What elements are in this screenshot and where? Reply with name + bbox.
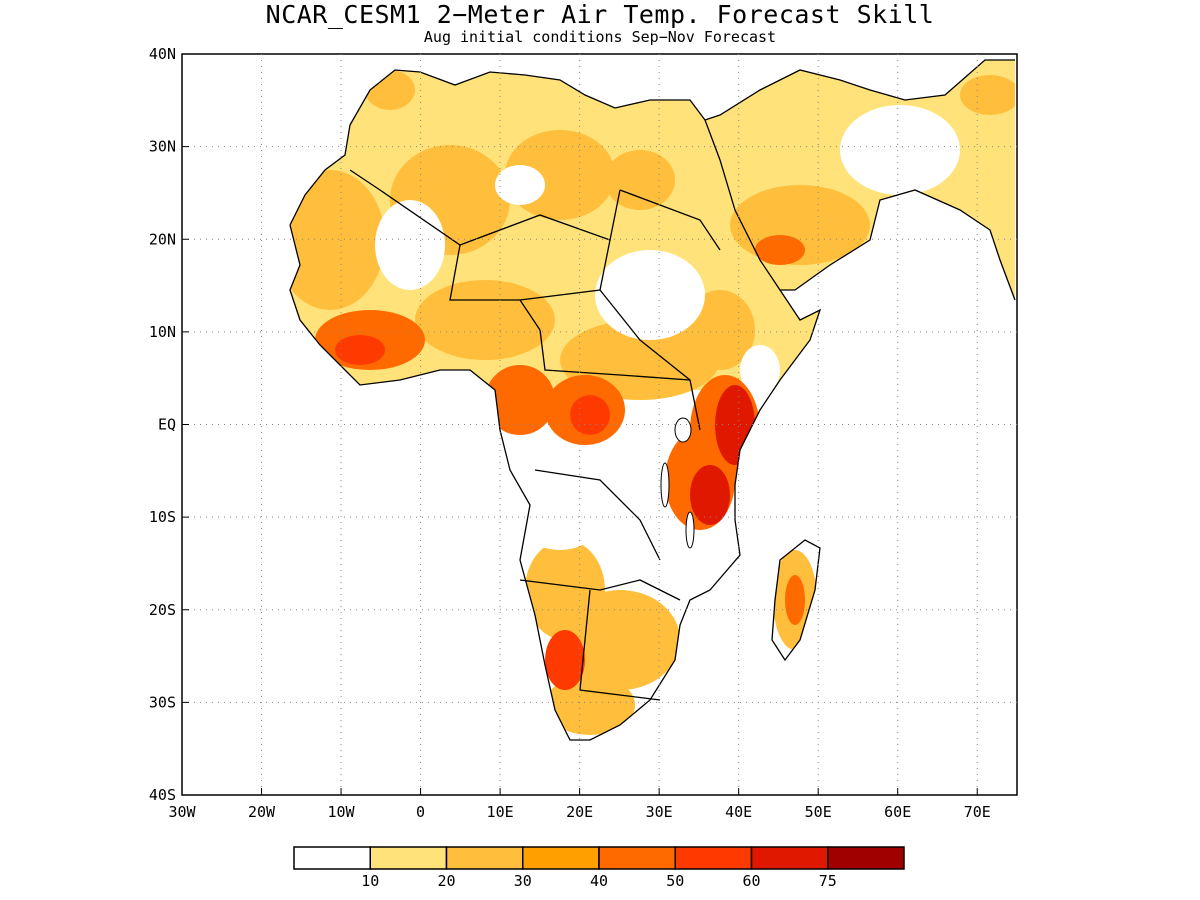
map-subtitle: Aug initial conditions Sep−Nov Forecast — [423, 28, 777, 46]
x-tick-label: 20E — [566, 803, 593, 821]
colorbar-label: 60 — [742, 872, 760, 890]
y-tick-label: 30N — [149, 138, 176, 156]
y-tick-label: 40N — [149, 45, 176, 63]
colorbar-swatch — [827, 846, 905, 870]
y-tick-label: 10S — [149, 508, 176, 526]
colorbar-label: 40 — [590, 872, 608, 890]
x-tick-label: 50E — [805, 803, 832, 821]
x-tick-label: 30E — [646, 803, 673, 821]
skill-shading — [290, 60, 1015, 735]
map-title: NCAR_CESM1 2−Meter Air Temp. Forecast Sk… — [265, 0, 935, 29]
colorbar-swatch — [750, 846, 829, 870]
colorbar-label: 75 — [819, 872, 837, 890]
x-tick-label: 40E — [725, 803, 752, 821]
colorbar-swatch — [522, 846, 600, 870]
x-tick-label: 10W — [328, 803, 356, 821]
colorbar-label: 10 — [361, 872, 379, 890]
x-axis: 30W 20W 10W 0 10E 20E 30E 40E 50E 60E 70E — [168, 788, 991, 821]
colorbar-swatch — [369, 846, 448, 870]
y-tick-label: 20N — [149, 230, 176, 248]
colorbar-swatch — [445, 846, 524, 870]
x-tick-label: 60E — [884, 803, 911, 821]
x-tick-label: 30W — [168, 803, 196, 821]
x-tick-label: 10E — [487, 803, 514, 821]
x-tick-label: 0 — [416, 803, 425, 821]
colorbar: 10 20 30 40 50 60 75 — [293, 846, 905, 890]
colorbar-label: 20 — [437, 872, 455, 890]
colorbar-label: 30 — [514, 872, 532, 890]
x-tick-label: 70E — [964, 803, 991, 821]
coastlines — [289, 59, 1016, 741]
x-tick-label: 20W — [248, 803, 276, 821]
y-tick-label: 20S — [149, 601, 176, 619]
colorbar-swatch — [293, 846, 371, 870]
y-tick-label: 40S — [149, 786, 176, 804]
y-axis: 40N 30N 20N 10N EQ 10S 20S 30S 40S — [149, 45, 189, 804]
y-tick-label: EQ — [158, 416, 176, 434]
colorbar-swatch — [674, 846, 753, 870]
y-tick-label: 30S — [149, 693, 176, 711]
colorbar-swatch — [598, 846, 676, 870]
colorbar-label: 50 — [666, 872, 684, 890]
y-tick-label: 10N — [149, 323, 176, 341]
